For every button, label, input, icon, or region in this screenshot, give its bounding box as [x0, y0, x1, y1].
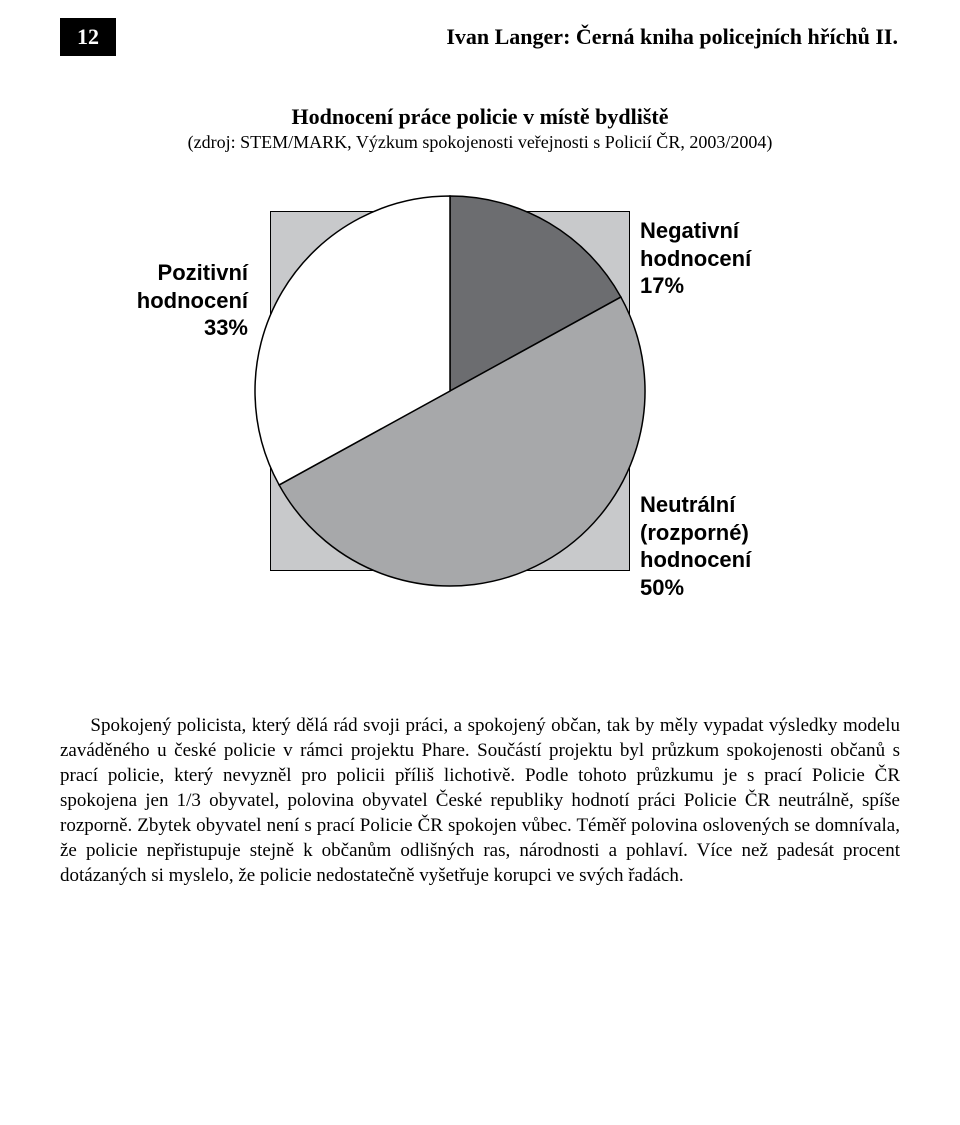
- page-header: 12 Ivan Langer: Černá kniha policejních …: [60, 18, 900, 56]
- pie-svg: [250, 191, 650, 591]
- label-negative: Negativní hodnocení 17%: [640, 217, 800, 300]
- label-neutral-line1: Neutrální: [640, 492, 735, 517]
- page-number-box: 12: [60, 18, 116, 56]
- header-title: Ivan Langer: Černá kniha policejních hří…: [116, 18, 900, 56]
- chart-subtitle: (zdroj: STEM/MARK, Výzkum spokojenosti v…: [60, 132, 900, 153]
- body-paragraph: Spokojený policista, který dělá rád svoj…: [60, 713, 900, 889]
- label-neutral-line3: hodnocení: [640, 547, 751, 572]
- label-positive-line1: Pozitivní: [158, 260, 248, 285]
- label-positive-pct: 33%: [204, 315, 248, 340]
- label-negative-line2: hodnocení: [640, 246, 751, 271]
- label-neutral: Neutrální (rozporné) hodnocení 50%: [640, 491, 840, 601]
- label-neutral-line2: (rozporné): [640, 520, 749, 545]
- pie-chart: Pozitivní hodnocení 33% Negativní hodnoc…: [60, 181, 900, 651]
- chart-title: Hodnocení práce policie v místě bydliště: [60, 104, 900, 130]
- page-number: 12: [77, 24, 99, 50]
- label-positive: Pozitivní hodnocení 33%: [88, 259, 248, 342]
- label-negative-line1: Negativní: [640, 218, 739, 243]
- label-positive-line2: hodnocení: [137, 288, 248, 313]
